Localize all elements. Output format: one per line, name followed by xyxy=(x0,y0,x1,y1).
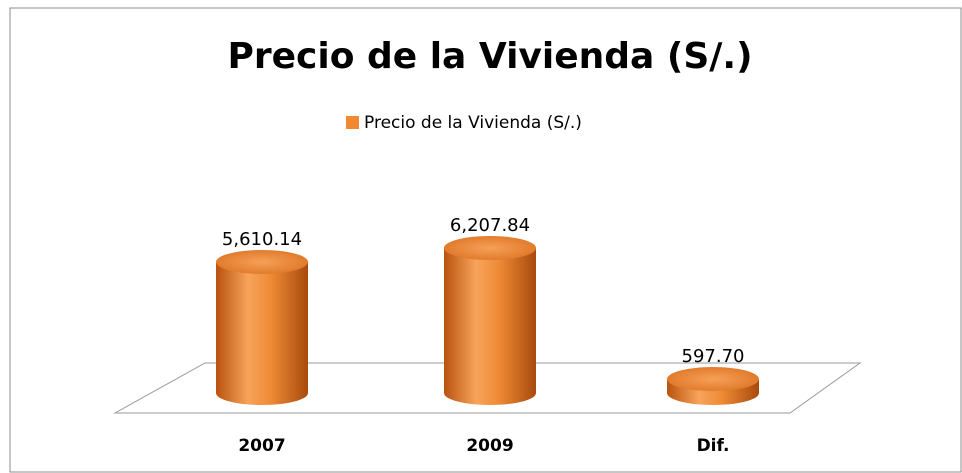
bar xyxy=(216,261,308,405)
bar-top xyxy=(667,367,759,392)
legend-swatch xyxy=(346,116,359,129)
bar xyxy=(444,248,536,405)
bar-top xyxy=(444,236,536,260)
data-label: 5,610.14 xyxy=(222,229,302,250)
data-label: 597.70 xyxy=(682,346,745,367)
x-tick-label: Dif. xyxy=(697,436,730,456)
legend-label: Precio de la Vivienda (S/.) xyxy=(364,113,582,133)
bar-top xyxy=(216,249,308,274)
x-tick-label: 2009 xyxy=(466,436,513,456)
chart-title: Precio de la Vivienda (S/.) xyxy=(227,36,752,77)
x-tick-label: 2007 xyxy=(238,436,285,456)
data-label: 6,207.84 xyxy=(450,215,530,236)
